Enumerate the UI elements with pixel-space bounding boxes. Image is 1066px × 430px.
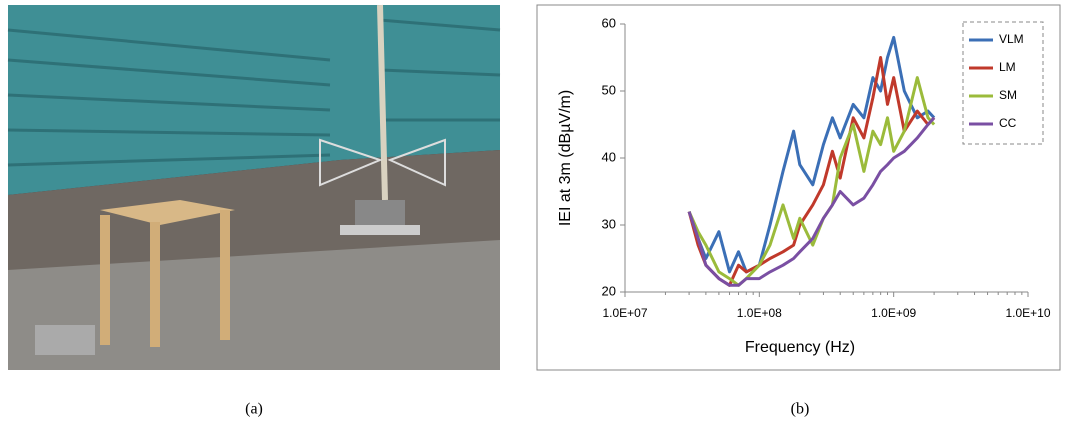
caption: (a)	[245, 401, 263, 418]
series-line	[687, 116, 936, 287]
series-line	[687, 56, 936, 287]
x-tick-label: 1.0E+07	[602, 306, 647, 320]
x-tick-label: 1.0E+09	[871, 306, 916, 320]
x-axis-label: Frequency (Hz)	[745, 339, 855, 356]
y-tick-label: 20	[602, 283, 616, 298]
y-tick-label: 40	[602, 149, 616, 164]
legend-label: CC	[999, 116, 1017, 130]
photo	[7, 4, 501, 370]
y-tick-label: 60	[602, 15, 616, 30]
caption: (b)	[791, 401, 810, 418]
x-tick-label: 1.0E+08	[737, 306, 782, 320]
legend-label: SM	[999, 88, 1017, 102]
legend-label: VLM	[999, 32, 1024, 46]
legend-label: LM	[999, 60, 1016, 74]
series-line	[687, 76, 936, 287]
x-tick-label: 1.0E+10	[1005, 306, 1050, 320]
y-tick-label: 50	[602, 82, 616, 97]
series-line	[687, 35, 936, 274]
y-axis-label: IEI at 3m (dBµV/m)	[557, 90, 574, 226]
y-tick-label: 30	[602, 216, 616, 231]
